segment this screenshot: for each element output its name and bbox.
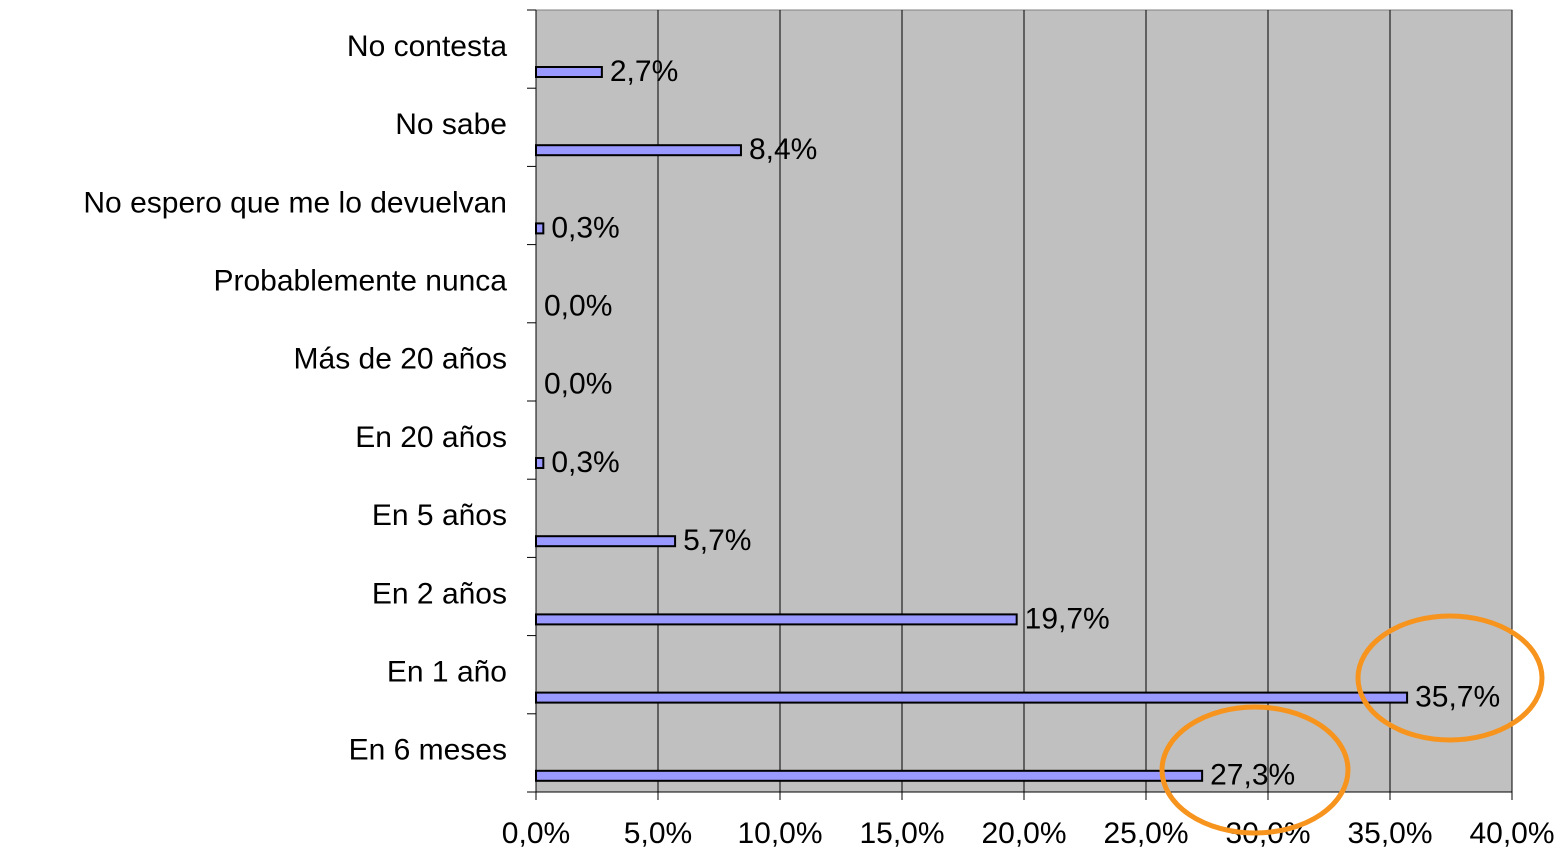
highlight-circle xyxy=(1355,613,1545,743)
bar xyxy=(535,535,677,548)
y-tick-label: No contesta xyxy=(347,30,507,63)
x-tick-label: 40,0% xyxy=(1469,817,1554,850)
marks: 0,0% 5,0% 10,0% 15,0% 20,0% 25,0% 30,0% 35,0% 40… xyxy=(83,9,1555,850)
y-tick-label: Probablemente nunca xyxy=(213,265,507,298)
x-tick-label: 35,0% xyxy=(1347,817,1432,850)
value-label: 27,3% xyxy=(1210,759,1295,792)
highlight-circle xyxy=(1159,704,1351,836)
bar xyxy=(535,144,742,157)
x-tick-label: 0,0% xyxy=(502,817,570,850)
bar xyxy=(535,769,1204,782)
x-tick-label: 10,0% xyxy=(737,817,822,850)
value-label: 0,3% xyxy=(551,446,619,479)
x-tick-label: 5,0% xyxy=(624,817,692,850)
bar xyxy=(535,66,603,78)
value-label: 0,0% xyxy=(544,290,612,323)
y-tick-label: En 5 años xyxy=(372,499,507,532)
value-label: 19,7% xyxy=(1025,602,1110,635)
x-tick-label: 15,0% xyxy=(859,817,944,850)
y-tick-label: Más de 20 años xyxy=(294,343,507,376)
bar xyxy=(535,613,1018,626)
x-tick-label: 25,0% xyxy=(1103,817,1188,850)
bar xyxy=(535,222,545,235)
value-label: 0,0% xyxy=(544,368,612,401)
value-label: 2,7% xyxy=(610,55,678,88)
y-tick-label: En 20 años xyxy=(355,421,507,454)
y-tick-label: En 1 año xyxy=(387,656,507,689)
y-tick-label: En 6 meses xyxy=(349,734,507,767)
bar xyxy=(535,691,1409,704)
value-label: 8,4% xyxy=(749,133,817,166)
value-label: 0,3% xyxy=(551,211,619,244)
x-tick-label: 20,0% xyxy=(981,817,1066,850)
y-tick-label: No espero que me lo devuelvan xyxy=(83,186,507,219)
y-tick-label: No sabe xyxy=(395,108,507,141)
value-label: 5,7% xyxy=(683,524,751,557)
value-label: 35,7% xyxy=(1415,681,1500,714)
y-tick-label: En 2 años xyxy=(372,577,507,610)
bar xyxy=(535,457,545,469)
